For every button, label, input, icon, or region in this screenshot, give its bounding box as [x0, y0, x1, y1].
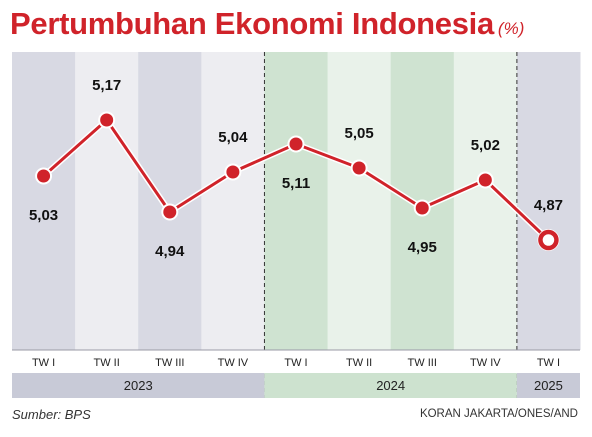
x-tick-label: TW III	[155, 357, 184, 369]
x-axis: TW I TW II TW III TW IV TW I TW II TW III TW IV…	[12, 349, 580, 373]
band-8	[516, 52, 581, 350]
data-label: 5,05	[345, 125, 374, 142]
data-label: 4,94	[155, 243, 185, 260]
data-label: 5,04	[218, 129, 248, 146]
year-segment-2023	[12, 373, 265, 398]
x-tick-label: TW I	[284, 357, 307, 369]
data-label: 4,95	[408, 239, 437, 256]
band-5	[327, 52, 392, 350]
year-label: 2025	[534, 378, 563, 393]
data-point	[289, 137, 303, 151]
data-points	[35, 111, 560, 251]
band-0	[12, 52, 76, 350]
credit-note: KORAN JAKARTA/ONES/AND	[419, 408, 578, 420]
data-point	[226, 165, 240, 179]
chart-title: Pertumbuhan Ekonomi Indonesia (%)	[10, 6, 524, 42]
data-point	[100, 113, 114, 127]
title-unit: (%)	[497, 19, 525, 38]
x-tick-label: TW III	[408, 357, 437, 369]
data-point	[478, 173, 492, 187]
year-segment-2024	[264, 373, 517, 398]
x-tick-label: TW II	[94, 357, 120, 369]
band-3	[201, 52, 265, 350]
year-bar: 2023 2024 2025	[12, 373, 580, 398]
year-label: 2023	[124, 378, 153, 393]
x-tick-label: TW I	[32, 357, 55, 369]
x-axis-strip	[12, 350, 580, 373]
data-labels: 5,03 5,17 4,94 5,04 5,11 5,05 4,95 5,02 4,87	[29, 77, 563, 260]
background-bands	[12, 52, 581, 350]
data-point	[37, 169, 51, 183]
data-label: 5,11	[282, 175, 310, 192]
data-label: 5,02	[471, 137, 500, 154]
band-1	[75, 52, 139, 350]
source-note: Sumber: BPS	[12, 407, 91, 422]
x-tick-label: TW IV	[218, 357, 249, 369]
data-label: 5,17	[92, 77, 121, 94]
band-4	[264, 52, 329, 350]
data-label: 5,03	[29, 207, 58, 224]
x-tick-label: TW I	[537, 357, 560, 369]
title-text: Pertumbuhan Ekonomi Indonesia	[10, 6, 494, 41]
x-tick-label: TW II	[346, 357, 372, 369]
data-point	[352, 161, 366, 175]
data-point-latest	[538, 229, 559, 251]
data-point	[163, 205, 177, 219]
year-dividers	[263, 52, 518, 398]
data-label: 4,87	[534, 197, 563, 214]
x-tick-label: TW IV	[470, 357, 501, 369]
year-label: 2024	[376, 378, 405, 393]
data-point	[415, 201, 429, 215]
year-segment-2025	[516, 373, 580, 398]
